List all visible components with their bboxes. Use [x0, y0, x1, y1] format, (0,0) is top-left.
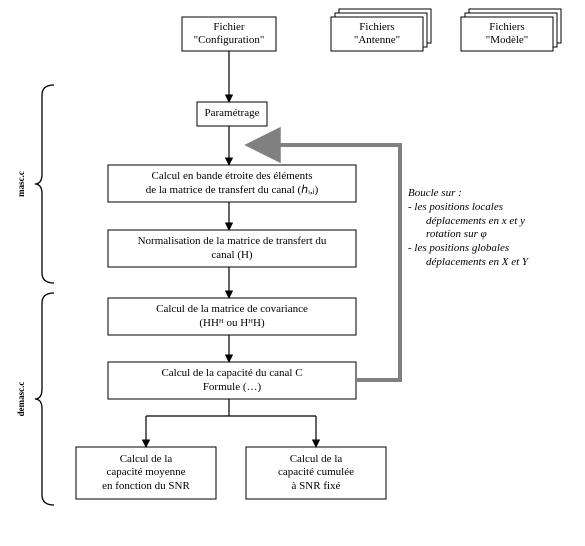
capacite-canal-label: Calcul de la capacité du canal CFormule …	[110, 362, 354, 399]
brace-demasce-label: demasc.c	[16, 382, 26, 417]
doc-config: Fichier"Configuration"	[182, 17, 276, 51]
parametrage: Paramétrage	[197, 102, 267, 126]
calcul-bande-label: Calcul en bande étroite des élémentsde l…	[110, 165, 354, 202]
cap-moy: Calcul de lacapacité moyenneen fonction …	[76, 447, 216, 499]
capacite-canal: Calcul de la capacité du canal CFormule …	[108, 362, 356, 399]
covariance-label: Calcul de la matrice de covariance(HHᴴ o…	[110, 298, 354, 335]
doc-antenne: Fichiers"Antenne"	[331, 9, 431, 51]
doc-modele-label: Fichiers"Modèle"	[461, 17, 553, 51]
calcul-bande: Calcul en bande étroite des élémentsde l…	[108, 165, 356, 202]
covariance: Calcul de la matrice de covariance(HHᴴ o…	[108, 298, 356, 335]
normalisation: Normalisation de la matrice de transfert…	[108, 230, 356, 267]
normalisation-label: Normalisation de la matrice de transfert…	[110, 230, 354, 267]
doc-antenne-label: Fichiers"Antenne"	[331, 17, 423, 51]
cap-cum: Calcul de lacapacité cumuléeà SNR fixé	[246, 447, 386, 499]
doc-config-label: Fichier"Configuration"	[182, 17, 276, 51]
cap-cum-label: Calcul de lacapacité cumuléeà SNR fixé	[248, 447, 384, 499]
doc-modele: Fichiers"Modèle"	[461, 9, 561, 51]
cap-moy-label: Calcul de lacapacité moyenneen fonction …	[78, 447, 214, 499]
boucle-text: Boucle sur :- les positions localesdépla…	[408, 187, 578, 317]
brace-masce-label: masc.c	[16, 171, 26, 197]
parametrage-label: Paramétrage	[199, 102, 265, 126]
